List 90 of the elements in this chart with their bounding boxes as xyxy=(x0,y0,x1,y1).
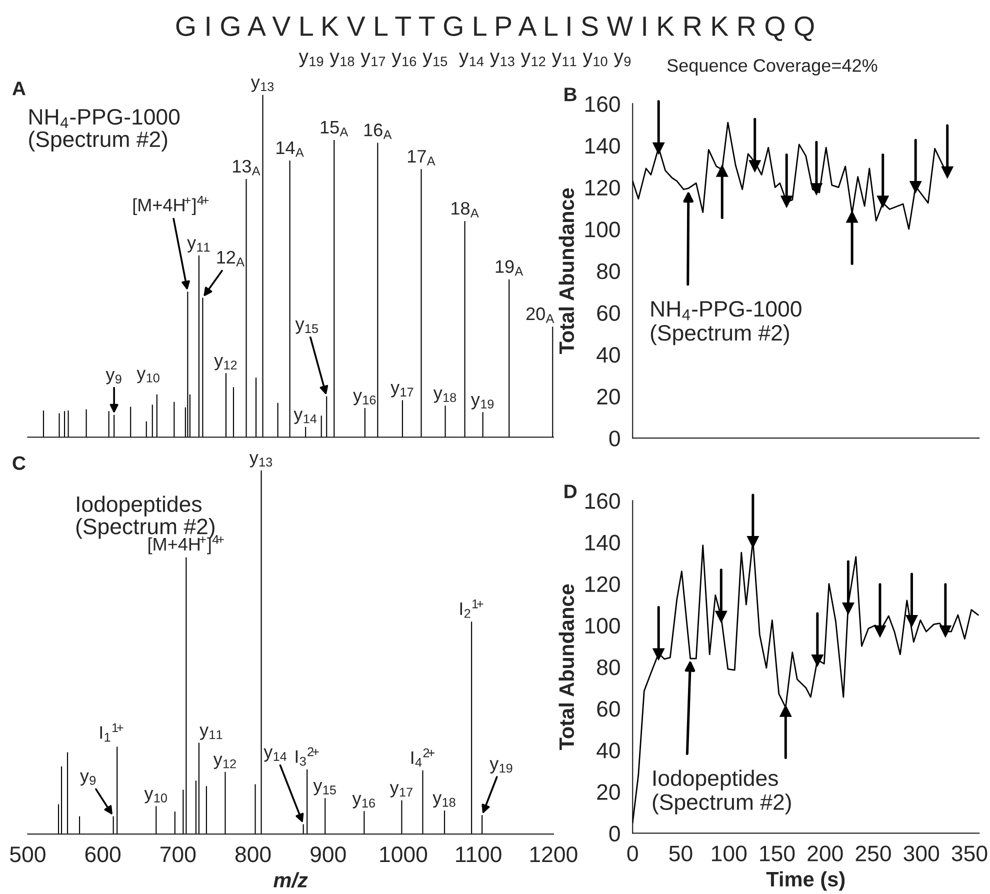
annotation: 16$_{A}$ xyxy=(364,124,392,140)
point xyxy=(779,704,792,717)
annotation: y$_{17}$ xyxy=(390,784,412,798)
annotation: y$_{12}$ xyxy=(214,357,237,370)
annotation: y$_{9}$ xyxy=(80,772,96,786)
y-tick-label: 140 xyxy=(585,534,620,550)
y-tick-label: 140 xyxy=(585,138,620,154)
chart-title: B xyxy=(564,88,576,102)
annotation: I$_{2}$$^{1+}$ xyxy=(460,600,484,618)
x-tick-label: 900 xyxy=(310,846,346,862)
y-tick-label: 20 xyxy=(597,388,620,405)
x-tick-label: 200 xyxy=(808,846,843,862)
annotation: y$_{14}$ xyxy=(294,410,317,424)
annotation: y$_{18}$ xyxy=(432,794,456,808)
annotation: y$_{10}$ xyxy=(144,790,167,804)
y-tick-label: 0 xyxy=(609,826,620,842)
annotation: y$_{11}$ xyxy=(187,239,210,252)
annotation: y$_{12}$ xyxy=(213,756,236,770)
annotation: y$_{15}$ xyxy=(295,320,318,334)
annotation: 17$_{A}$ xyxy=(408,150,436,166)
annotation: Iodopeptides (Spectrum #2) xyxy=(652,770,791,814)
annotation: I$_{1}$$^{1+}$ xyxy=(100,723,124,742)
x-tick-label: 800 xyxy=(235,846,271,862)
annotation: NH$_{4}$-PPG-1000 (Spectrum #2) xyxy=(650,301,802,346)
text: NH$_{4}$-PPG-1000 (Spectrum #2) xyxy=(29,109,180,152)
annotation: y$_{19}$ xyxy=(470,396,494,410)
x-tick-label: 50 xyxy=(669,846,692,862)
annotation: y$_{16}$ xyxy=(352,795,375,808)
y-axis-title: Total Abundance xyxy=(558,584,574,750)
point xyxy=(846,210,858,223)
text: G I G A V L K V L T T G L P A L I S W I K R K R Q Q xyxy=(176,16,814,42)
text: Sequence Coverage=42% xyxy=(667,59,878,76)
annotation: I$_{3}$$^{2+}$ xyxy=(296,747,319,766)
point xyxy=(876,196,890,208)
x-tick-label: 150 xyxy=(760,846,795,862)
annotation: y$_{11}$ xyxy=(200,726,222,740)
annotation: 19$_{A}$ xyxy=(496,260,524,276)
y-tick-label: 120 xyxy=(585,576,620,592)
annotation: 13$_{A}$ xyxy=(233,160,260,176)
annotation: [M+4H$^{+}$]$^{4+}$ xyxy=(133,196,209,216)
x-tick-label: 350 xyxy=(952,846,988,862)
annotation: y$_{14}$ xyxy=(264,748,287,762)
y-tick-label: 20 xyxy=(597,784,620,800)
x-tick-label: 0 xyxy=(627,846,638,862)
y-tick-label: 160 xyxy=(585,96,620,112)
chart-title: A xyxy=(12,82,26,96)
x-axis-title: Time (s) xyxy=(766,871,845,891)
y-axis-title: Total Abundance xyxy=(558,188,574,354)
annotation: 14$_{A}$ xyxy=(276,142,304,157)
annotation: y$_{13}$ xyxy=(250,78,274,92)
x-tick-label: 300 xyxy=(904,846,940,862)
annotation: 12$_{A}$ xyxy=(217,250,245,266)
text: y$_{19}$ y$_{18}$ y$_{17}$ y$_{16}$ y$_{15}$ y$_{14}$ y$_{13}$ y$_{12}$ y$_{11}$ y$_{10}$ y$_{9}$ xyxy=(298,52,631,68)
y-tick-label: 40 xyxy=(596,742,620,758)
annotation: y$_{16}$ xyxy=(353,392,376,406)
x-tick-label: 600 xyxy=(85,846,120,862)
point xyxy=(716,164,728,177)
x-tick-label: 500 xyxy=(10,846,46,862)
annotation: y$_{9}$ xyxy=(106,370,122,384)
x-tick-label: 1200 xyxy=(530,846,578,862)
annotation: y$_{13}$ xyxy=(249,454,272,468)
x-tick-label: 250 xyxy=(856,846,891,862)
point xyxy=(652,648,665,661)
annotation: y$_{15}$ xyxy=(313,782,336,796)
x-tick-label: 1000 xyxy=(380,846,428,862)
annotation: y$_{10}$ xyxy=(136,370,160,384)
chart-title: D xyxy=(564,484,577,498)
y-tick-label: 120 xyxy=(585,180,620,196)
annotation: 15$_{A}$ xyxy=(320,120,348,136)
x-tick-label: 700 xyxy=(160,846,196,862)
x-tick-label: 100 xyxy=(712,846,747,862)
x-tick-label: 1100 xyxy=(456,846,502,862)
y-tick-label: 160 xyxy=(585,493,620,509)
y-tick-label: 100 xyxy=(585,618,620,634)
y-tick-label: 80 xyxy=(597,263,620,280)
annotation: 20$_{A}$ xyxy=(526,307,554,323)
annotation: y$_{18}$ xyxy=(433,390,456,403)
annotation: 18$_{A}$ xyxy=(452,202,479,218)
y-tick-label: 40 xyxy=(596,347,620,363)
y-tick-label: 0 xyxy=(609,430,620,446)
annotation: y$_{17}$ xyxy=(390,384,414,398)
annotation: I$_{4}$$^{2+}$ xyxy=(411,748,434,767)
annotation: y$_{19}$ xyxy=(490,760,512,774)
chart-title: C xyxy=(12,456,26,470)
y-tick-label: 60 xyxy=(597,305,620,321)
text: Iodopeptides (Spectrum #2) xyxy=(76,496,214,539)
y-tick-label: 100 xyxy=(585,222,620,238)
y-tick-label: 60 xyxy=(597,701,620,717)
x-axis-title: m/z xyxy=(274,872,308,888)
y-tick-label: 80 xyxy=(597,659,620,676)
